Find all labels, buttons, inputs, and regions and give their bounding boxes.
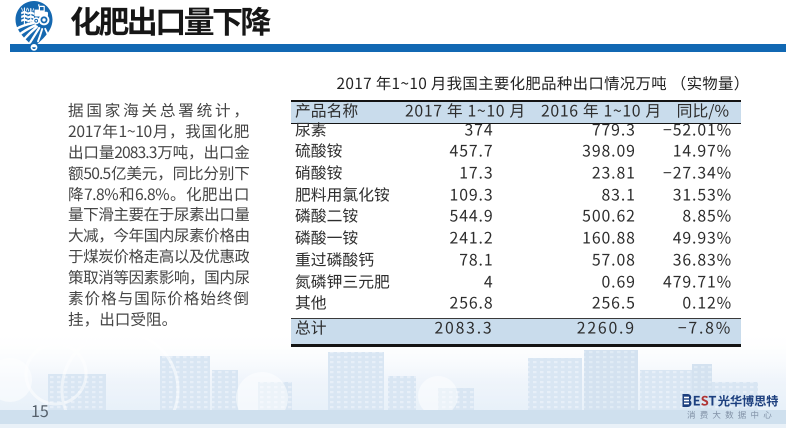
svg-text:光华博思特: 光华博思特 xyxy=(718,393,779,410)
svg-text:EST: EST xyxy=(693,393,717,410)
